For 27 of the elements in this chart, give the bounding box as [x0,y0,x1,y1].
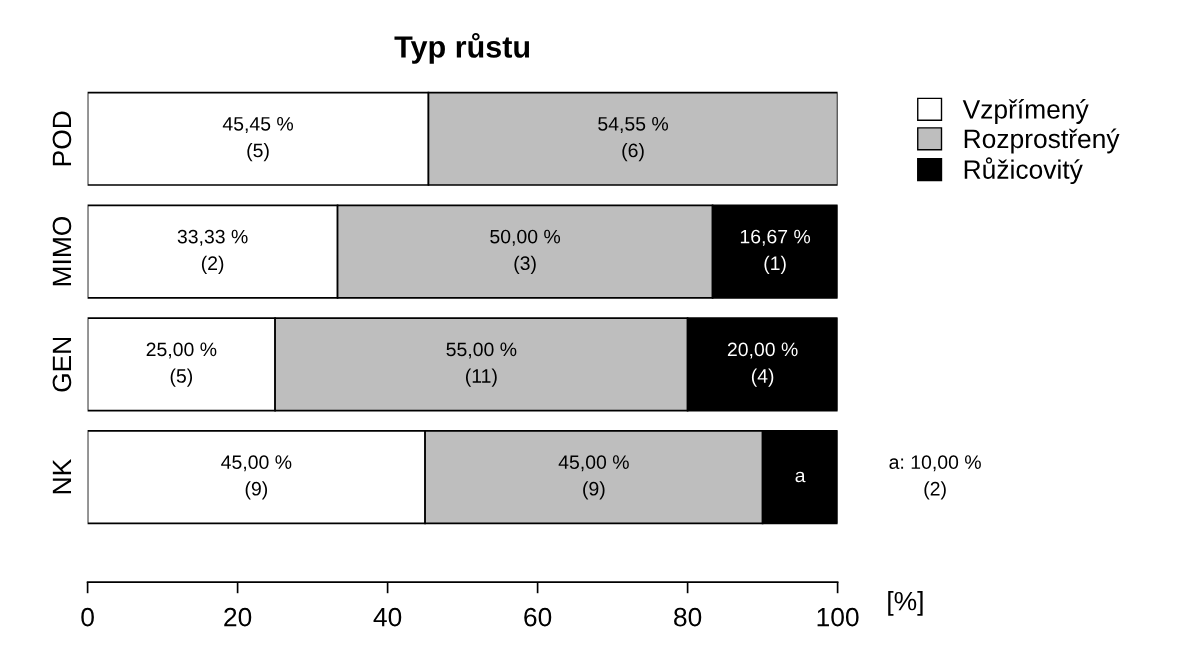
chart-title: Typ růstu [394,32,530,64]
data-label: 55,00 % (11) [446,342,517,387]
x-tick-label: 20 [224,607,252,627]
legend-label: Růžicovitý [964,157,1083,185]
data-label: 45,00 % (9) [221,455,292,500]
data-label: 54,55 % (6) [598,117,669,162]
y-tick-label: MIMO [52,216,72,286]
data-label: 50,00 % (3) [490,229,561,274]
y-tick-label: NK [52,459,72,494]
data-label: 20,00 % (4) [727,342,798,387]
data-label: 16,67 % (1) [740,229,811,274]
text: a: 10,00 % (2) [889,455,981,500]
y-tick-label: GEN [52,337,72,392]
x-tick-label: 60 [524,607,552,627]
legend-label: Rozprostřený [964,128,1120,154]
x-tick-label: 80 [674,607,702,627]
data-label: 33,33 % (2) [177,229,248,274]
data-label: 45,45 % (5) [222,117,294,162]
x-axis-title: [%] [888,591,923,616]
data-label: a [795,471,806,483]
x-tick-label: 40 [373,607,402,627]
y-tick-label: POD [52,111,72,166]
legend-label: Vzpřímený [962,99,1089,124]
x-tick-label: 100 [817,607,859,627]
data-label: 25,00 % (5) [146,342,217,387]
x-tick-label: 0 [81,607,94,627]
data-label: 45,00 % (9) [558,455,629,500]
